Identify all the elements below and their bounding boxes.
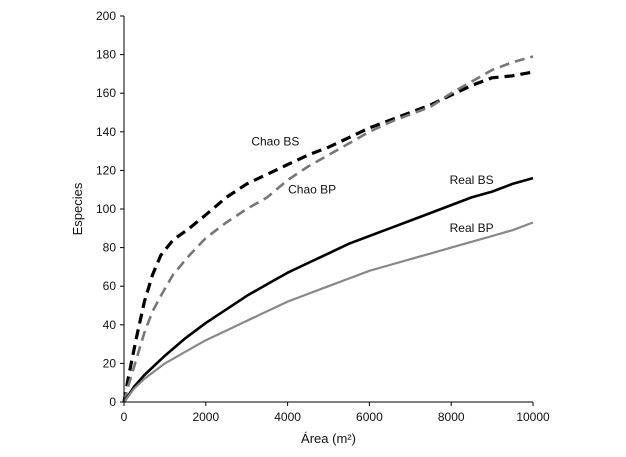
y-tick-label: 40	[103, 318, 117, 332]
y-tick-label: 120	[96, 163, 116, 177]
series-label-real-bp: Real BP	[450, 221, 494, 235]
y-axis-ticks: 0 20 40 60 80 100 120 140 160 180 200	[96, 9, 124, 409]
series-line-chao-bs	[122, 70, 534, 403]
x-tick-label: 6000	[356, 410, 383, 424]
y-tick-label: 60	[103, 279, 117, 293]
y-tick-label: 160	[96, 86, 116, 100]
series-line-chao-bp	[122, 55, 534, 403]
x-tick-label: 10000	[516, 410, 550, 424]
y-tick-label: 100	[96, 202, 116, 216]
x-tick-label: 8000	[438, 410, 465, 424]
series-label-chao-bs: Chao BS	[251, 134, 299, 148]
series-labels: Chao BS Chao BP Real BS Real BP	[251, 134, 493, 235]
y-tick-label: 80	[103, 241, 117, 255]
x-axis-title: Área (m²)	[301, 431, 356, 446]
y-axis-title: Especies	[70, 182, 85, 235]
x-tick-label: 4000	[274, 410, 301, 424]
plot-area: 0 20 40 60 80 100 120 140 160 180 200 0 2000 4000 600…	[96, 9, 550, 424]
y-tick-label: 180	[96, 48, 116, 62]
series-layer	[122, 55, 534, 403]
y-tick-label: 0	[109, 395, 116, 409]
y-tick-label: 200	[96, 9, 116, 23]
series-line-real-bp	[123, 221, 534, 403]
series-line-real-bs	[122, 176, 534, 403]
series-label-chao-bp: Chao BP	[288, 183, 336, 197]
x-tick-label: 0	[121, 410, 128, 424]
series-label-real-bs: Real BS	[450, 173, 494, 187]
x-axis-ticks: 0 2000 4000 6000 8000 10000	[121, 402, 550, 424]
y-tick-label: 20	[103, 356, 117, 370]
y-tick-label: 140	[96, 125, 116, 139]
x-tick-label: 2000	[192, 410, 219, 424]
